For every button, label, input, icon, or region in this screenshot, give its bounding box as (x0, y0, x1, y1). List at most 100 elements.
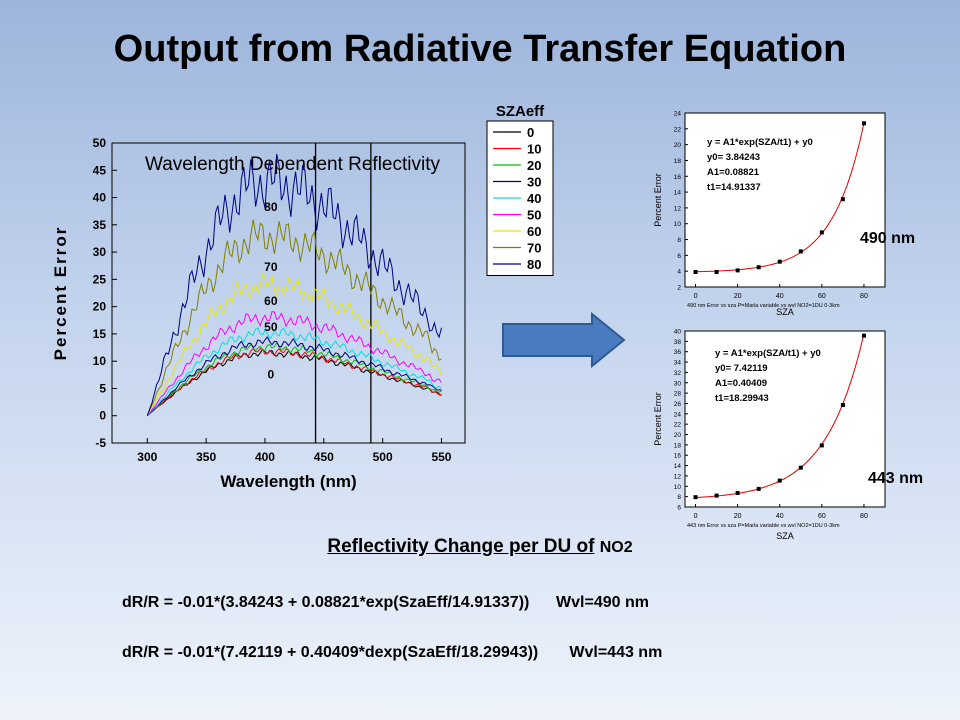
data-point (714, 493, 719, 498)
series-line-30 (146, 336, 442, 417)
wavelength-label-443: 443 nm (868, 470, 924, 487)
x-tick-label: 40 (776, 513, 784, 520)
data-point (861, 121, 866, 126)
plot-frame (111, 142, 466, 444)
curve-label: 50 (264, 320, 278, 334)
subtitle: Reflectivity Change per DU of NO2 (0, 536, 960, 558)
data-point (693, 269, 698, 274)
y-tick-label: 16 (674, 453, 682, 460)
legend-label-50: 50 (527, 208, 541, 223)
y-tick-label: 2 (677, 285, 681, 292)
x-tick-label: 0 (694, 513, 698, 520)
y-tick-label: 32 (674, 370, 682, 377)
fit-chart-443: 0 20 40 60 80 6 8 10 12 14 16 18 20 22 24 26 28 30 32 34 36 3… (653, 329, 886, 541)
series-line-0 (146, 348, 442, 417)
y-tick-label: 8 (677, 494, 681, 501)
curve-label: 80 (264, 200, 278, 214)
legend-label-60: 60 (527, 224, 541, 239)
x-tick-label: 350 (196, 450, 216, 464)
y-tick-label: 40 (674, 329, 682, 336)
x-tick-label: 80 (860, 293, 868, 300)
y-tick-label: 30 (93, 245, 107, 259)
y-tick-label: 22 (674, 422, 682, 429)
data-point (735, 268, 740, 273)
x-tick-label: 60 (818, 293, 826, 300)
y-tick-label: 24 (674, 111, 682, 118)
y-tick-label: 6 (677, 253, 681, 260)
x-axis-label: Wavelength (nm) (220, 472, 356, 491)
legend-label-20: 20 (527, 158, 541, 173)
x-tick-label: 20 (734, 513, 742, 520)
data-point (756, 486, 761, 491)
series-line-60 (146, 272, 442, 416)
x-tick-label: 450 (314, 450, 334, 464)
data-point (693, 495, 698, 500)
y-tick-label: -5 (95, 436, 106, 450)
data-point (861, 333, 866, 338)
fit-text-line: y0= 7.42119 (715, 363, 768, 374)
wavelength-label-490: 490 nm (860, 230, 916, 247)
y-tick-label: 10 (674, 221, 682, 228)
y-tick-label: 12 (674, 473, 682, 480)
y-tick-label: 26 (674, 401, 682, 408)
y-axis-label: Percent Error (653, 392, 663, 446)
x-tick-label: 0 (694, 293, 698, 300)
plot-frame (684, 330, 886, 508)
y-tick-label: 24 (674, 411, 682, 418)
y-tick-label: 20 (674, 432, 682, 439)
footnote: 443 nm Error vs sza P=Marla variable vs … (687, 523, 840, 529)
equation-formula: dR/R = -0.01*(3.84243 + 0.08821*exp(SzaE… (122, 594, 530, 611)
legend-label-0: 0 (527, 125, 534, 140)
legend-label-70: 70 (527, 241, 541, 256)
legend-label-10: 10 (527, 142, 541, 157)
subtitle-chemical: NO2 (599, 539, 633, 556)
data-point (777, 478, 782, 483)
y-tick-label: 14 (674, 190, 682, 197)
y-tick-label: 12 (674, 205, 682, 212)
x-tick-label: 550 (431, 450, 451, 464)
x-axis-label: SZA (776, 531, 794, 541)
data-point (798, 249, 803, 254)
series-line-80 (146, 153, 442, 416)
y-axis-label: Percent Error (51, 226, 70, 361)
y-tick-label: 30 (674, 380, 682, 387)
series-line-50 (146, 311, 442, 417)
equation-490: dR/R = -0.01*(3.84243 + 0.08821*exp(SzaE… (122, 594, 649, 612)
x-tick-label: 500 (373, 450, 393, 464)
fit-chart-490: 0 20 40 60 8024681012141618202224SZAPercent … (653, 111, 886, 317)
series-line-40 (146, 327, 442, 417)
reflectivity-chart: 300 350 400 450 500 550-505101520253035404550… (51, 103, 554, 491)
y-tick-label: 22 (674, 126, 682, 133)
fit-text-line: y0= 3.84243 (707, 152, 760, 163)
x-tick-label: 300 (137, 450, 157, 464)
fit-text-line: t1=18.29943 (715, 393, 769, 404)
data-point (777, 259, 782, 264)
data-point (756, 265, 761, 270)
legend-title: SZAeff (496, 103, 545, 120)
curve-label: 0 (268, 368, 275, 382)
y-tick-label: 45 (93, 163, 107, 177)
y-tick-label: 20 (674, 142, 682, 149)
y-tick-label: 20 (93, 300, 107, 314)
fit-text-line: y = A1*exp(SZA/t1) + y0 (715, 348, 821, 359)
y-tick-label: 14 (674, 463, 682, 470)
y-tick-label: 5 (99, 381, 106, 395)
y-tick-label: 8 (677, 237, 681, 244)
y-axis-label: Percent Error (653, 173, 663, 227)
equation-wavelength: Wvl=443 nm (569, 644, 663, 661)
right-arrow-icon (502, 312, 626, 368)
data-point (819, 230, 824, 235)
curve-label: 70 (264, 260, 278, 274)
data-point (735, 491, 740, 496)
fit-text-line: y = A1*exp(SZA/t1) + y0 (707, 137, 813, 148)
fit-text-line: t1=14.91337 (707, 182, 761, 193)
data-point (819, 443, 824, 448)
equation-443: dR/R = -0.01*(7.42119 + 0.40409*dexp(Sza… (122, 644, 662, 662)
y-tick-label: 28 (674, 391, 682, 398)
equation-formula: dR/R = -0.01*(7.42119 + 0.40409*dexp(Sza… (122, 644, 539, 661)
y-tick-label: 15 (93, 327, 107, 341)
y-tick-label: 10 (93, 354, 107, 368)
y-tick-label: 18 (674, 442, 682, 449)
x-tick-label: 60 (818, 513, 826, 520)
chart-title: Wavelength Dependent Reflectivity (145, 154, 441, 175)
